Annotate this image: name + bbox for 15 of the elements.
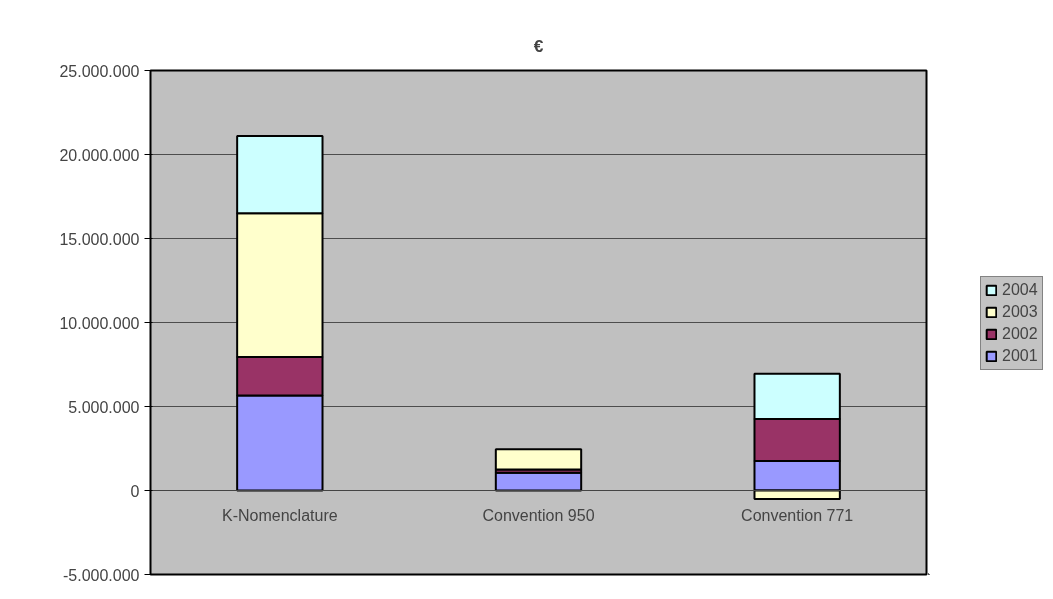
y-tick-label: 0 — [130, 482, 140, 500]
x-tick-label: K-Nomenclature — [222, 506, 338, 524]
legend-label: 2004 — [1002, 281, 1038, 299]
legend-label: 2002 — [1002, 325, 1038, 343]
chart-title: € — [533, 35, 544, 56]
y-tick-label: 10.000.000 — [59, 314, 140, 332]
legend-label: 2001 — [1002, 347, 1038, 365]
y-tick-label: 15.000.000 — [59, 230, 140, 248]
y-tick-label: 20.000.000 — [59, 146, 140, 164]
x-tick-label: Convention 771 — [741, 506, 854, 524]
y-tick-label: -5.000.000 — [62, 566, 140, 584]
y-tick-label: 5.000.000 — [68, 398, 140, 416]
y-tick-label: 25.000.000 — [59, 62, 140, 80]
legend-label: 2003 — [1002, 303, 1038, 321]
x-tick-label: Convention 950 — [482, 506, 595, 524]
